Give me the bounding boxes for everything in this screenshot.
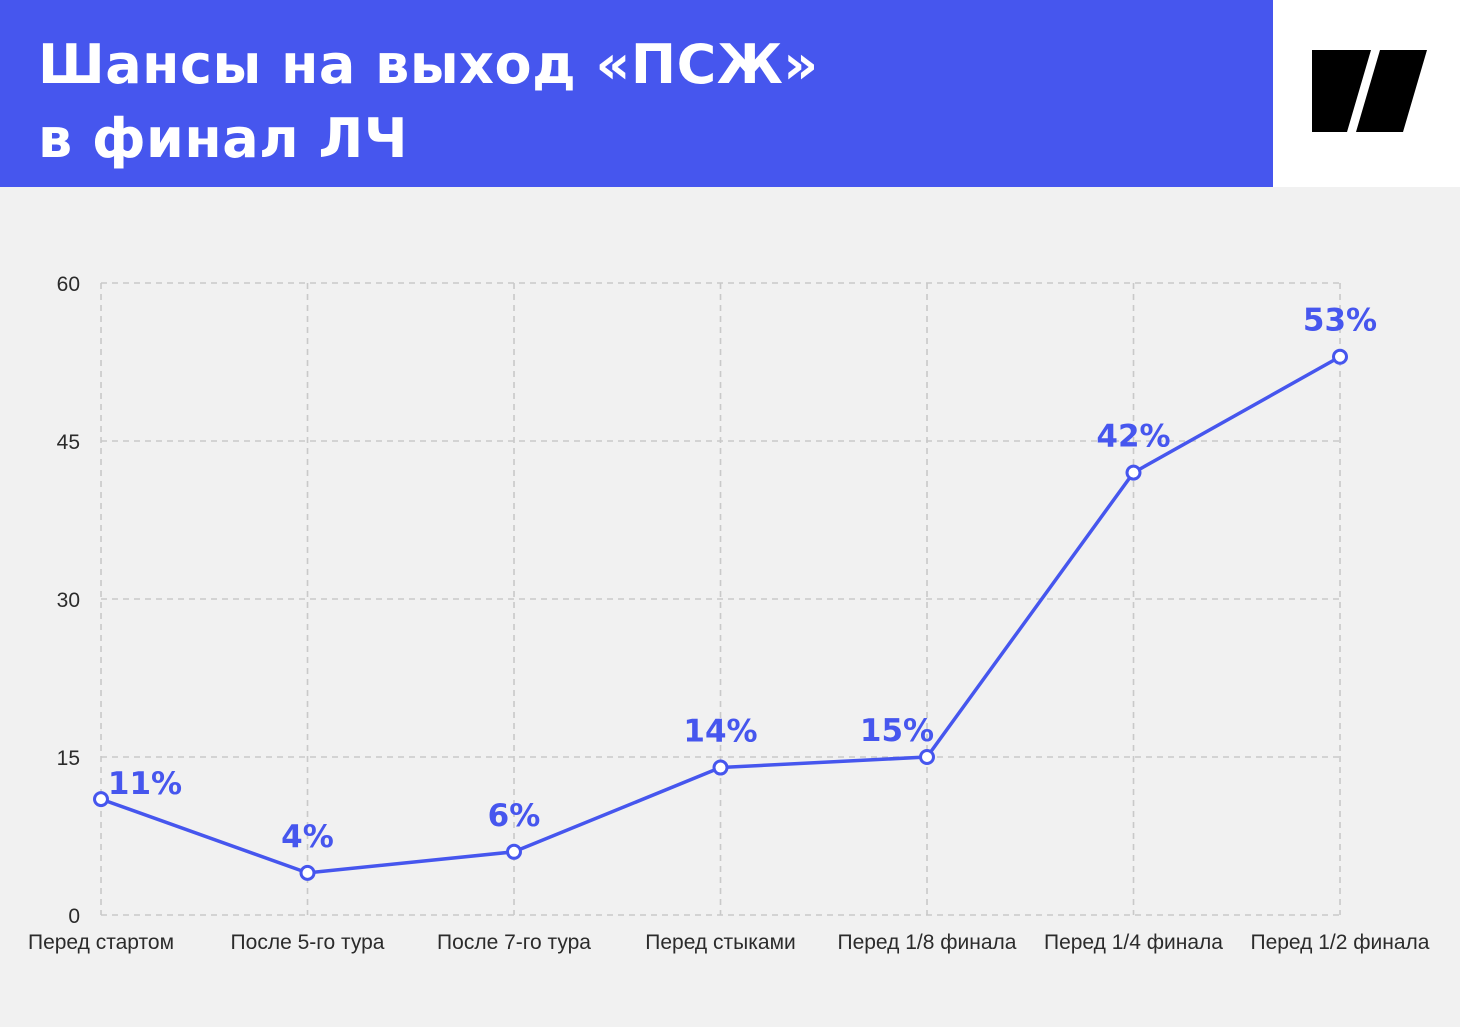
y-axis-ticks: 0 15 30 45 60 — [57, 273, 80, 928]
data-label: 53% — [1303, 303, 1377, 339]
x-tick-label: Перед стартом — [28, 931, 174, 954]
x-tick-label: После 5-го тура — [231, 931, 385, 954]
data-point — [1332, 348, 1348, 365]
data-point — [506, 843, 522, 860]
y-tick-label: 30 — [57, 589, 80, 612]
y-tick-label: 45 — [57, 431, 80, 454]
x-tick-label: После 7-го тура — [437, 931, 591, 954]
data-point — [1125, 464, 1142, 481]
data-point — [299, 864, 316, 881]
x-axis-labels: Перед стартом После 5-го тура После 7-го т… — [28, 931, 1430, 954]
header-band: Шансы на выход «ПСЖ» в финал ЛЧ — [0, 0, 1273, 187]
x-tick-label: Перед 1/8 финала — [837, 931, 1016, 954]
chart-title-line-2: в финал ЛЧ — [38, 107, 408, 170]
data-label: 4% — [281, 819, 334, 855]
data-label: 14% — [683, 714, 757, 750]
publisher-logo-icon — [1312, 50, 1427, 132]
data-point — [93, 791, 109, 808]
data-point — [712, 759, 729, 776]
y-tick-label: 60 — [57, 273, 80, 296]
data-point — [919, 749, 935, 765]
data-label: 42% — [1096, 419, 1170, 455]
marker-layer — [93, 348, 1348, 881]
x-tick-label: Перед стыками — [645, 931, 795, 954]
y-tick-label: 0 — [68, 905, 80, 928]
data-label-layer: 11% 4% 6% 14% 15% 42% 53% — [108, 303, 1377, 855]
chart-title: Шансы на выход «ПСЖ» в финал ЛЧ — [38, 28, 819, 176]
data-label: 11% — [108, 766, 182, 802]
logo-box — [1273, 0, 1460, 187]
data-label: 6% — [488, 798, 541, 834]
data-label: 15% — [860, 713, 934, 749]
x-tick-label: Перед 1/4 финала — [1044, 931, 1223, 954]
x-tick-label: Перед 1/2 финала — [1250, 931, 1429, 954]
y-tick-label: 15 — [57, 747, 80, 770]
grid-layer — [100, 282, 1341, 916]
chart-title-line-1: Шансы на выход «ПСЖ» — [38, 33, 819, 96]
